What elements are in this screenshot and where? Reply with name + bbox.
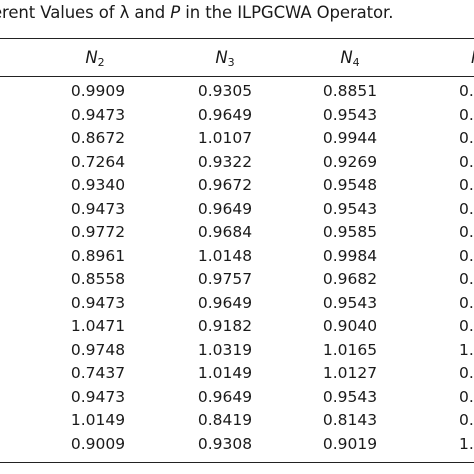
table-cell: 0.8 — [459, 105, 474, 124]
table-cell: 0.8 — [459, 199, 474, 218]
table-cell: 0.8 — [459, 176, 474, 194]
table-cell: 0.8 — [459, 387, 474, 406]
table-cell: 0.9182 — [197, 317, 253, 335]
table-cell: 0.8 — [459, 223, 474, 241]
table-cell: 0.9984 — [322, 246, 378, 265]
table-cell: 0.9649 — [197, 105, 253, 124]
table-cell: 0.8961 — [70, 246, 126, 265]
table-cell: 0.8851 — [322, 82, 378, 100]
table-cell: 0.9649 — [197, 387, 253, 406]
table-cell: 1.0149 — [197, 364, 253, 382]
table-cell: 0.9682 — [322, 270, 378, 288]
column-header-n3: N3 — [215, 48, 235, 69]
table-cell: 0.9 — [459, 270, 474, 288]
table-cell: 0.9649 — [197, 199, 253, 218]
table-cell: 0.9 — [459, 411, 474, 429]
table-cell: 0.8558 — [70, 270, 126, 288]
table-cell: 0.7 — [459, 129, 474, 147]
column-header-n4: N4 — [340, 48, 360, 69]
table-bottom-rule — [0, 462, 474, 463]
table-cell: 0.9019 — [322, 434, 378, 453]
table-cell: 1.0149 — [70, 411, 126, 429]
table-row: 1.0149 0.8419 0.8143 0.9 — [0, 409, 474, 433]
table-row: 0.9473 0.9649 0.9543 0.8 — [0, 386, 474, 410]
table-cell: 0.8 — [459, 293, 474, 312]
table-cell: 0.9322 — [197, 152, 253, 171]
table-row: 0.8672 1.0107 0.9944 0.7 — [0, 127, 474, 151]
table-row: 0.9473 0.9649 0.9543 0.8 — [0, 198, 474, 222]
table-cell: 0.9543 — [322, 387, 378, 406]
table-cell: 0.9684 — [197, 223, 253, 241]
table-cell: 0.9543 — [322, 293, 378, 312]
table-cell: 0.9 — [459, 82, 474, 100]
caption-variable-p: P — [170, 3, 181, 22]
table-cell: 0.9473 — [70, 293, 126, 312]
table-top-rule — [0, 38, 474, 39]
table-cell: 0.9 — [459, 364, 474, 382]
table-cell: 0.9757 — [197, 270, 253, 288]
table-cell: 0.7 — [459, 246, 474, 265]
table-cell: 1.0148 — [197, 246, 253, 265]
table-cell: 0.9772 — [70, 223, 126, 241]
table-row: 0.9009 0.9308 0.9019 1.1 — [0, 433, 474, 457]
caption-text-start: erent Values of λ and — [0, 3, 171, 22]
table-cell: 0.9944 — [322, 129, 378, 147]
table-cell: 0.9040 — [322, 317, 378, 335]
column-header-n2: N2 — [85, 48, 105, 69]
table-caption: erent Values of λ and P in the ILPGCWA O… — [0, 3, 393, 22]
table-header-rule — [0, 76, 474, 77]
table-row: 0.9473 0.9649 0.9543 0.8 — [0, 292, 474, 316]
table-cell: 0.8672 — [70, 129, 126, 147]
column-header-n5-partial: N — [471, 48, 474, 69]
table-cell: 0.9340 — [70, 176, 126, 194]
table-cell: 1.1 — [459, 434, 474, 453]
table-row: 0.8558 0.9757 0.9682 0.9 — [0, 268, 474, 292]
table-row: 0.9772 0.9684 0.9585 0.8 — [0, 221, 474, 245]
table-row: 0.8961 1.0148 0.9984 0.7 — [0, 245, 474, 269]
table-cell: 0.9548 — [322, 176, 378, 194]
caption-text-end: in the ILPGCWA Operator. — [180, 3, 394, 22]
table-row: 0.7264 0.9322 0.9269 0.9 — [0, 151, 474, 175]
table-cell: 0.9009 — [70, 434, 126, 453]
table-row: 0.9909 0.9305 0.8851 0.9 — [0, 80, 474, 104]
table-cell: 0.9 — [459, 317, 474, 335]
table-row: 0.9748 1.0319 1.0165 1.0 — [0, 339, 474, 363]
table-cell: 0.9585 — [322, 223, 378, 241]
table-cell: 0.9672 — [197, 176, 253, 194]
table-cell: 0.8419 — [197, 411, 253, 429]
table-cell: 0.9473 — [70, 387, 126, 406]
table-cell: 1.0107 — [197, 129, 253, 147]
table-cell: 1.0319 — [197, 340, 253, 359]
table-cell: 0.8143 — [322, 411, 378, 429]
table-cell: 0.7437 — [70, 364, 126, 382]
table-cell: 0.7264 — [70, 152, 126, 171]
table-cell: 0.9473 — [70, 105, 126, 124]
table-cell: 0.9543 — [322, 105, 378, 124]
table-cell: 1.0 — [459, 340, 474, 359]
table-row: 1.0471 0.9182 0.9040 0.9 — [0, 315, 474, 339]
table-cell: 1.0165 — [322, 340, 378, 359]
table-cell: 0.9473 — [70, 199, 126, 218]
table-row: 0.9473 0.9649 0.9543 0.8 — [0, 104, 474, 128]
table-cell: 0.9308 — [197, 434, 253, 453]
table-body: 0.99090.93050.88510.90.94730.96490.95430… — [0, 80, 474, 456]
table-cell: 0.9543 — [322, 199, 378, 218]
table-cell: 0.9 — [459, 152, 474, 171]
table-row: 0.9340 0.9672 0.9548 0.8 — [0, 174, 474, 198]
table-cell: 1.0471 — [70, 317, 126, 335]
table-cell: 0.9269 — [322, 152, 378, 171]
table-cell: 0.9909 — [70, 82, 126, 100]
table-cell: 0.9649 — [197, 293, 253, 312]
table-cell: 0.9748 — [70, 340, 126, 359]
table-cell: 1.0127 — [322, 364, 378, 382]
table-cell: 0.9305 — [197, 82, 253, 100]
table-row: 0.7437 1.0149 1.0127 0.9 — [0, 362, 474, 386]
